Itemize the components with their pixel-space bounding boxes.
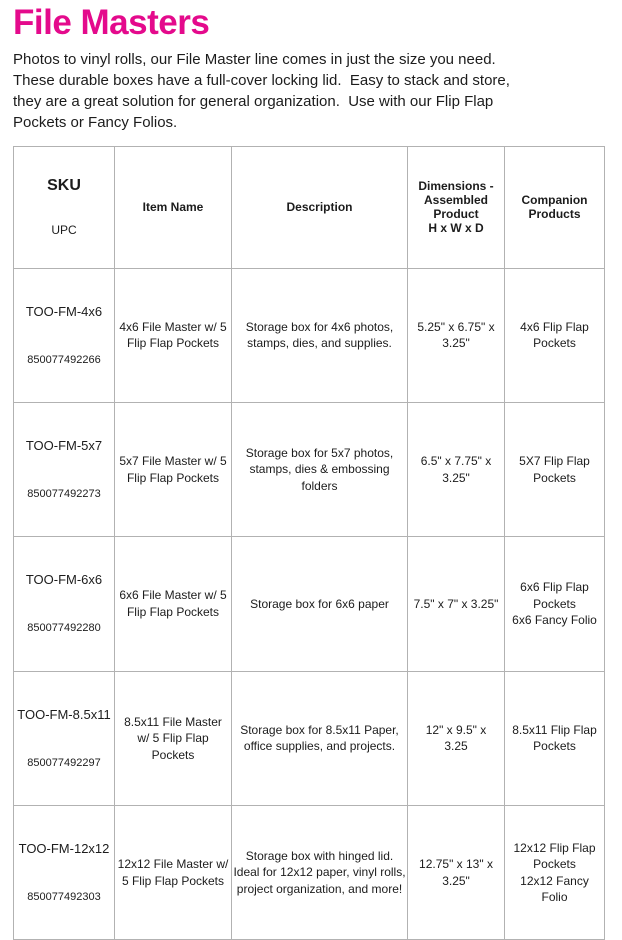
description-cell: Storage box for 8.5x11 Paper, office sup… (231, 670, 408, 807)
item-name-cell: 12x12 File Master w/ 5 Flip Flap Pockets (114, 804, 232, 940)
sku-upc-cell: TOO-FM-4x6 850077492266 (13, 267, 115, 403)
sku-upc-cell: TOO-FM-6x6 850077492280 (13, 536, 115, 672)
sku-value: TOO-FM-6x6 (25, 572, 103, 588)
description-cell: Storage box for 6x6 paper (231, 536, 408, 672)
dimensions-cell: 12" x 9.5" x 3.25 (407, 670, 505, 807)
upc-value: 850077492280 (27, 622, 101, 635)
sku-value: TOO-FM-8.5x11 (17, 706, 111, 722)
description-cell: Storage box with hinged lid. Ideal for 1… (231, 804, 408, 940)
sku-value: TOO-FM-5x7 (25, 438, 103, 454)
intro-paragraph: Photos to vinyl rolls, our File Master l… (13, 51, 510, 132)
header-description: Description (231, 146, 408, 269)
upc-value: 850077492273 (27, 488, 101, 500)
upc-value: 850077492266 (27, 353, 101, 366)
companion-products-cell: 8.5x11 Flip Flap Pockets (504, 670, 605, 807)
header-companion-products: Companion Products (504, 146, 605, 269)
header-sku-upc: SKU UPC (13, 146, 115, 269)
product-table: SKU UPC Item Name Description Dimensions… (13, 146, 605, 940)
table-row: TOO-FM-5x7 850077492273 5x7 File Master … (13, 401, 605, 538)
table-header-row: SKU UPC Item Name Description Dimensions… (13, 146, 605, 269)
sku-upc-cell: TOO-FM-5x7 850077492273 (13, 401, 115, 538)
dimensions-cell: 12.75" x 13" x 3.25" (407, 804, 505, 940)
companion-products-cell: 6x6 Flip Flap Pockets 6x6 Fancy Folio (504, 536, 605, 672)
description-cell: Storage box for 4x6 photos, stamps, dies… (231, 267, 408, 403)
companion-products-cell: 5X7 Flip Flap Pockets (504, 401, 605, 538)
item-name-cell: 8.5x11 File Master w/ 5 Flip Flap Pocket… (114, 670, 232, 807)
companion-products-cell: 12x12 Flip Flap Pockets 12x12 Fancy Foli… (504, 804, 605, 940)
sku-upc-cell: TOO-FM-12x12 850077492303 (13, 804, 115, 940)
dimensions-cell: 6.5" x 7.75" x 3.25" (407, 401, 505, 538)
upc-value: 850077492303 (27, 891, 101, 904)
header-sku-label: SKU (47, 177, 81, 195)
table-row: TOO-FM-6x6 850077492280 6x6 File Master … (13, 536, 605, 672)
upc-value: 850077492297 (27, 756, 101, 769)
header-upc-label: UPC (51, 222, 77, 237)
item-name-cell: 4x6 File Master w/ 5 Flip Flap Pockets (114, 267, 232, 403)
page-title: File Masters (13, 3, 210, 42)
item-name-cell: 5x7 File Master w/ 5 Flip Flap Pockets (114, 401, 232, 538)
sku-upc-cell: TOO-FM-8.5x11 850077492297 (13, 670, 115, 807)
table-row: TOO-FM-12x12 850077492303 12x12 File Mas… (13, 804, 605, 940)
sku-value: TOO-FM-12x12 (18, 841, 110, 857)
dimensions-cell: 7.5" x 7" x 3.25" (407, 536, 505, 672)
item-name-cell: 6x6 File Master w/ 5 Flip Flap Pockets (114, 536, 232, 672)
dimensions-cell: 5.25" x 6.75" x 3.25" (407, 267, 505, 403)
table-row: TOO-FM-4x6 850077492266 4x6 File Master … (13, 267, 605, 403)
sku-value: TOO-FM-4x6 (25, 303, 103, 319)
header-item-name: Item Name (114, 146, 232, 269)
header-dimensions: Dimensions - Assembled Product H x W x D (407, 146, 505, 269)
description-cell: Storage box for 5x7 photos, stamps, dies… (231, 401, 408, 538)
table-row: TOO-FM-8.5x11 850077492297 8.5x11 File M… (13, 670, 605, 807)
companion-products-cell: 4x6 Flip Flap Pockets (504, 267, 605, 403)
